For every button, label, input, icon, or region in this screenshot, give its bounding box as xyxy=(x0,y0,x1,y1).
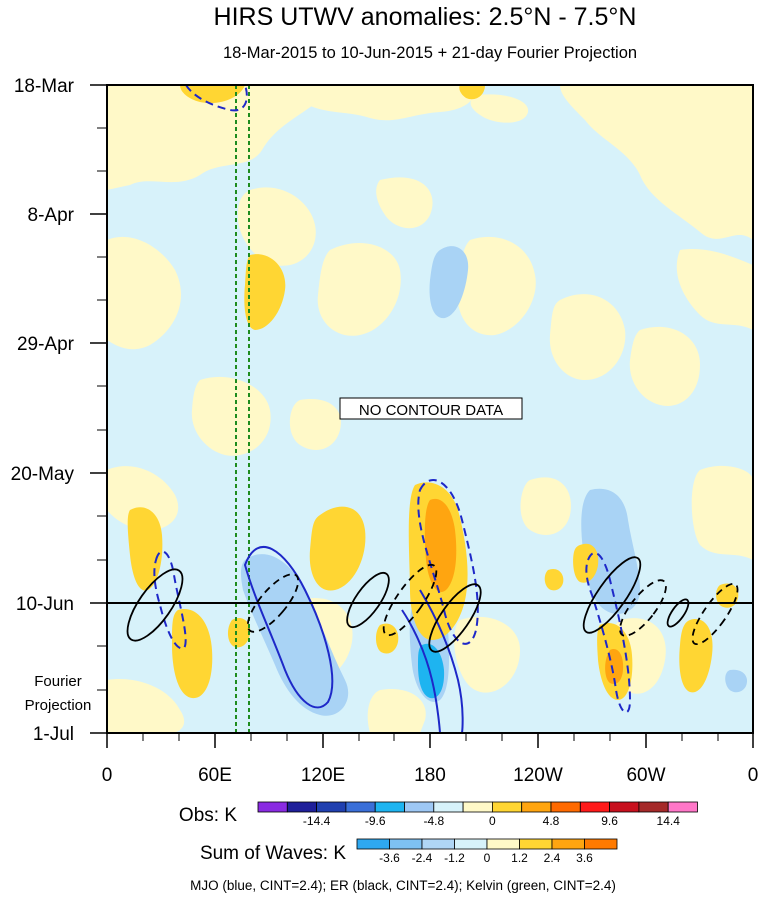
fourier-label-line1: Fourier xyxy=(34,673,82,690)
legend-swatch xyxy=(486,838,520,850)
legend-tick-label: -2.4 xyxy=(412,851,433,865)
waves-legend-colorbar xyxy=(356,838,618,850)
legend-swatch xyxy=(519,838,553,850)
no-contour-data-label: NO CONTOUR DATA xyxy=(359,402,503,419)
x-axis-major-ticks xyxy=(106,733,754,748)
er-contours xyxy=(126,556,739,653)
waves-legend-ticks: -3.6 -2.4 -1.2 0 1.2 2.4 3.6 xyxy=(379,851,593,865)
legend-swatch xyxy=(667,801,698,813)
legend-swatch xyxy=(551,838,585,850)
legend-swatch xyxy=(609,801,640,813)
legend-tick-label: -3.6 xyxy=(379,851,400,865)
legend-tick-label: -14.4 xyxy=(303,814,331,828)
legend-swatch xyxy=(421,838,455,850)
legend-swatch xyxy=(404,801,435,813)
obs-field-light-positive xyxy=(107,85,753,733)
obs-legend-ticks: -14.4 -9.6 -4.8 0 4.8 9.6 14.4 xyxy=(303,814,680,828)
legend-swatch xyxy=(638,801,669,813)
legend-swatch xyxy=(286,801,317,813)
legend-tick-label: 0 xyxy=(489,814,496,828)
plot-area xyxy=(107,85,753,733)
legend-tick-label: -4.8 xyxy=(423,814,444,828)
legend-swatch xyxy=(462,801,493,813)
mjo-contours xyxy=(153,85,632,733)
legend-tick-label: 3.6 xyxy=(576,851,593,865)
x-tick-label: 0 xyxy=(748,765,759,786)
legend-tick-label: -9.6 xyxy=(365,814,386,828)
x-axis-labels: 0 60E 120E 180 120W 60W 0 xyxy=(102,765,759,786)
obs-legend-label: Obs: K xyxy=(179,805,237,826)
legend-tick-label: 1.2 xyxy=(511,851,528,865)
y-axis-major-ticks xyxy=(90,84,107,734)
x-tick-label: 180 xyxy=(414,765,446,786)
er-negative xyxy=(382,563,438,637)
y-tick-label: 29-Apr xyxy=(17,334,75,355)
legend-swatch xyxy=(579,801,610,813)
chart-subtitle: 18-Mar-2015 to 10-Jun-2015 + 21-day Four… xyxy=(223,44,637,62)
legend-tick-label: 2.4 xyxy=(544,851,561,865)
legend-swatch xyxy=(491,801,523,813)
x-tick-label: 120W xyxy=(513,765,563,786)
y-axis-labels: 18-Mar 8-Apr 29-Apr 20-May 10-Jun 1-Jul xyxy=(11,76,75,745)
x-tick-label: 60E xyxy=(198,765,232,786)
legend-swatch xyxy=(584,838,618,850)
legend-tick-label: 9.6 xyxy=(601,814,618,828)
legend-swatch xyxy=(374,801,405,813)
x-axis-minor-ticks xyxy=(142,733,719,741)
er-negative xyxy=(619,579,667,637)
mjo-negative xyxy=(585,552,632,714)
y-tick-label: 8-Apr xyxy=(28,205,75,226)
er-negative xyxy=(246,573,300,633)
y-tick-label: 18-Mar xyxy=(14,76,75,97)
x-tick-label: 60W xyxy=(626,765,665,786)
obs-legend-colorbar xyxy=(257,801,698,813)
legend-swatch xyxy=(454,838,488,850)
er-negative xyxy=(691,582,739,646)
y-axis-minor-ticks xyxy=(97,84,107,691)
legend-swatch xyxy=(389,838,423,850)
x-tick-label: 120E xyxy=(301,765,345,786)
x-tick-label: 0 xyxy=(102,765,113,786)
legend-swatch xyxy=(550,801,581,813)
legend-tick-label: 0 xyxy=(484,851,491,865)
waves-legend-label: Sum of Waves: K xyxy=(200,843,346,864)
legend-swatch xyxy=(257,801,288,813)
legend-swatch xyxy=(345,801,376,813)
mjo-negative xyxy=(417,479,479,645)
y-tick-label: 10-Jun xyxy=(16,594,74,615)
chart-title: HIRS UTWV anomalies: 2.5°N - 7.5°N xyxy=(214,3,637,31)
no-contour-data-box: NO CONTOUR DATA xyxy=(339,397,523,420)
legend-swatch xyxy=(433,801,464,813)
footer-caption: MJO (blue, CINT=2.4); ER (black, CINT=2.… xyxy=(190,878,616,893)
legend-swatch xyxy=(521,801,552,813)
fourier-label-line2: Projection xyxy=(25,697,92,714)
y-tick-label: 1-Jul xyxy=(33,724,74,745)
legend-swatch xyxy=(316,801,347,813)
legend-swatch xyxy=(356,838,390,850)
y-tick-label: 20-May xyxy=(11,464,75,485)
legend-tick-label: 4.8 xyxy=(543,814,560,828)
kelvin-contours xyxy=(235,85,250,733)
legend-tick-label: -1.2 xyxy=(444,851,465,865)
legend-tick-label: 14.4 xyxy=(657,814,681,828)
